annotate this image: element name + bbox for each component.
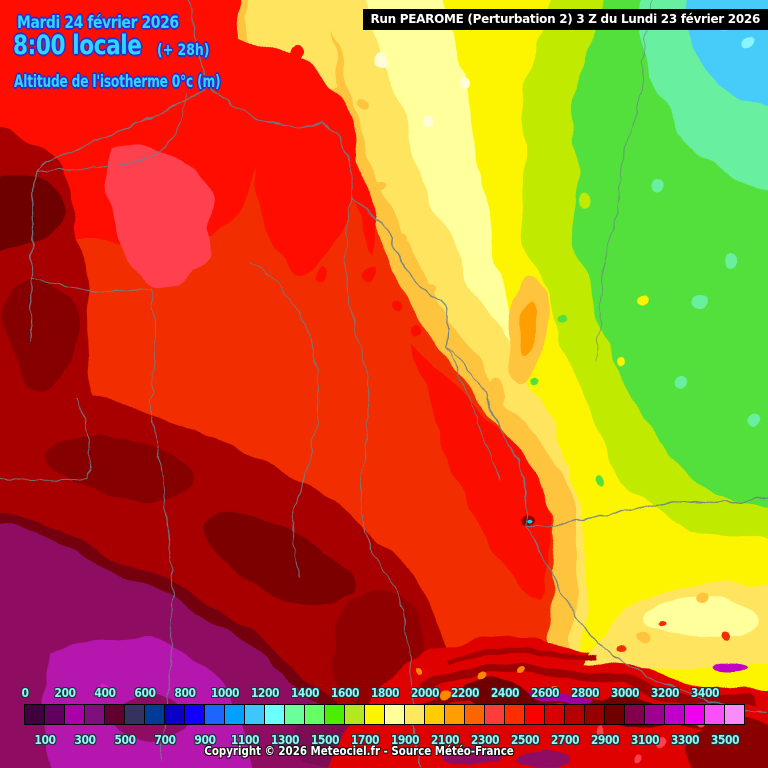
legend-label: 0 xyxy=(21,686,29,700)
legend-swatch xyxy=(364,704,385,725)
legend-label: 3500 xyxy=(710,733,740,747)
legend-label: 600 xyxy=(134,686,156,700)
legend-swatch xyxy=(24,704,45,725)
legend-swatch xyxy=(684,704,705,725)
legend-label: 2000 xyxy=(410,686,440,700)
forecast-date: Mardi 24 février 2026 xyxy=(17,13,179,33)
legend-label: 500 xyxy=(114,733,136,747)
legend-swatch xyxy=(624,704,645,725)
legend-swatch xyxy=(204,704,225,725)
legend-label: 2500 xyxy=(510,733,540,747)
legend-swatch xyxy=(304,704,325,725)
legend-swatch xyxy=(664,704,685,725)
legend-label: 1500 xyxy=(310,733,340,747)
legend-label: 1800 xyxy=(370,686,400,700)
legend-swatch xyxy=(484,704,505,725)
copyright-text: Copyright © 2026 Meteociel.fr - Source M… xyxy=(204,743,514,758)
legend-label: 100 xyxy=(34,733,56,747)
legend-label: 2600 xyxy=(530,686,560,700)
legend-label: 2400 xyxy=(490,686,520,700)
parameter-title: Altitude de l'isotherme 0°c (m) xyxy=(14,72,221,92)
legend-swatch xyxy=(724,704,745,725)
legend-swatch xyxy=(224,704,245,725)
legend-swatch xyxy=(344,704,365,725)
legend-swatch xyxy=(144,704,165,725)
legend-label: 1000 xyxy=(210,686,240,700)
legend-swatch xyxy=(64,704,85,725)
legend-swatch xyxy=(704,704,725,725)
legend-swatch xyxy=(124,704,145,725)
legend-swatch xyxy=(424,704,445,725)
legend-color-bar xyxy=(24,704,745,725)
legend-label: 2900 xyxy=(590,733,620,747)
legend-label: 1400 xyxy=(290,686,320,700)
legend-label: 2300 xyxy=(470,733,500,747)
legend-label: 3200 xyxy=(650,686,680,700)
legend-swatch xyxy=(444,704,465,725)
forecast-offset: (+ 28h) xyxy=(157,40,210,59)
legend-label: 1900 xyxy=(390,733,420,747)
legend-label: 300 xyxy=(74,733,96,747)
legend-swatch xyxy=(644,704,665,725)
legend-swatch xyxy=(244,704,265,725)
legend-label: 3100 xyxy=(630,733,660,747)
legend-swatch xyxy=(404,704,425,725)
legend-swatch xyxy=(604,704,625,725)
legend-swatch xyxy=(504,704,525,725)
legend-swatch xyxy=(324,704,345,725)
legend-swatch xyxy=(544,704,565,725)
legend-label: 3400 xyxy=(690,686,720,700)
legend-swatch xyxy=(584,704,605,725)
legend-swatch xyxy=(284,704,305,725)
legend-swatch xyxy=(164,704,185,725)
legend-label: 900 xyxy=(194,733,216,747)
legend-label: 700 xyxy=(154,733,176,747)
run-info-banner: Run PEAROME (Perturbation 2) 3 Z du Lund… xyxy=(363,9,768,30)
legend-swatch xyxy=(564,704,585,725)
legend-label: 1100 xyxy=(230,733,260,747)
legend-label: 2700 xyxy=(550,733,580,747)
legend-swatch xyxy=(184,704,205,725)
legend-swatch xyxy=(524,704,545,725)
legend-swatch xyxy=(84,704,105,725)
legend-swatch xyxy=(464,704,485,725)
legend-label: 800 xyxy=(174,686,196,700)
legend-label: 1300 xyxy=(270,733,300,747)
legend-label: 1200 xyxy=(250,686,280,700)
legend-label: 2100 xyxy=(430,733,460,747)
legend-label: 200 xyxy=(54,686,76,700)
legend-swatch xyxy=(44,704,65,725)
legend-label: 1700 xyxy=(350,733,380,747)
legend-label: 2800 xyxy=(570,686,600,700)
legend-label: 400 xyxy=(94,686,116,700)
legend-label: 1600 xyxy=(330,686,360,700)
legend-label: 3000 xyxy=(610,686,640,700)
legend-label: 3300 xyxy=(670,733,700,747)
legend-swatch xyxy=(104,704,125,725)
legend-swatch xyxy=(384,704,405,725)
legend-swatch xyxy=(264,704,285,725)
forecast-time: 8:00 locale xyxy=(13,30,142,61)
legend-label: 2200 xyxy=(450,686,480,700)
